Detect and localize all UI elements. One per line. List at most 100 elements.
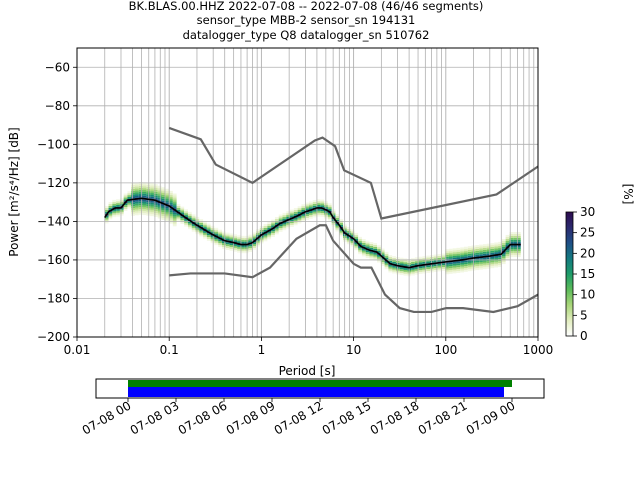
heatmap-cell <box>274 222 279 225</box>
heatmap-cell <box>312 200 317 202</box>
heatmap-cell <box>131 184 136 187</box>
heatmap-cell <box>165 219 170 222</box>
heatmap-cell <box>153 188 158 190</box>
heatmap-cell <box>206 239 211 241</box>
heatmap-cell <box>437 254 442 256</box>
heatmap-cell <box>119 202 124 205</box>
heatmap-cell <box>392 269 396 272</box>
heatmap-cell <box>301 219 306 222</box>
heatmap-cell <box>316 199 321 202</box>
heatmap-cell <box>464 254 468 257</box>
heatmap-cell <box>293 219 298 222</box>
heatmap-cell <box>123 197 128 200</box>
heatmap-cell <box>252 238 257 241</box>
heatmap-cell <box>297 219 302 222</box>
heatmap-cell <box>365 244 370 247</box>
heatmap-cell <box>290 223 294 226</box>
heatmap-cell <box>229 245 234 247</box>
heatmap-cell <box>157 208 162 211</box>
heatmap-cell <box>365 254 370 257</box>
heatmap-cell <box>112 215 117 218</box>
heatmap-cell <box>191 227 196 230</box>
heatmap-cell <box>339 224 344 227</box>
heatmap-cell <box>418 268 423 271</box>
heatmap-cell <box>388 257 393 259</box>
heatmap-cell <box>119 211 124 214</box>
heatmap-cell <box>161 193 166 195</box>
heatmap-cell <box>384 265 389 268</box>
colorbar-tick-label: 0 <box>580 329 588 343</box>
heatmap-cell <box>169 213 173 216</box>
heatmap-cell <box>206 229 211 232</box>
heatmap-cell <box>150 189 154 192</box>
heatmap-cell <box>380 250 385 253</box>
heatmap-cell <box>184 209 188 212</box>
colorbar-tick-label: 25 <box>580 226 595 240</box>
heatmap-cell <box>172 201 177 204</box>
heatmap-cell <box>479 258 483 261</box>
heatmap-cell <box>157 204 162 207</box>
x-tick-label: 100 <box>434 343 457 357</box>
heatmap-cell <box>297 206 302 209</box>
heatmap-cell <box>456 251 461 254</box>
heatmap-cell <box>486 243 491 246</box>
heatmap-cell <box>358 236 362 239</box>
heatmap-cell <box>486 266 491 269</box>
heatmap-cell <box>399 263 404 266</box>
heatmap-cell <box>456 267 461 270</box>
heatmap-cell <box>452 254 457 257</box>
heatmap-cell <box>456 265 461 268</box>
heatmap-cell <box>475 246 480 249</box>
heatmap-cell <box>392 265 396 268</box>
heatmap-cell <box>301 215 306 218</box>
heatmap-cell <box>290 213 294 216</box>
timeline-tick-label: 07-08 00 <box>80 398 134 437</box>
heatmap-cell <box>467 263 472 266</box>
heatmap-cell <box>237 237 241 240</box>
heatmap-cell <box>490 246 495 249</box>
heatmap-cell <box>509 237 514 240</box>
heatmap-cell <box>460 255 465 258</box>
heatmap-cell <box>237 241 241 244</box>
heatmap-cell <box>290 219 294 222</box>
heatmap-cell <box>365 250 370 253</box>
heatmap-cell <box>176 203 181 206</box>
heatmap-cell <box>505 236 510 239</box>
heatmap-cell <box>350 244 355 247</box>
heatmap-cell <box>380 264 385 266</box>
title-line-3: datalogger_type Q8 datalogger_sn 510762 <box>183 28 430 42</box>
heatmap-cell <box>445 254 449 257</box>
heatmap-cell <box>327 212 332 215</box>
colorbar-tick-label: 15 <box>580 267 595 281</box>
heatmap-cell <box>203 223 207 226</box>
heatmap-cell <box>361 244 366 247</box>
heatmap-cell <box>377 260 381 263</box>
heatmap-cell <box>369 255 374 258</box>
y-tick-label: −160 <box>37 253 70 267</box>
heatmap-cell <box>104 219 109 222</box>
heatmap-cell <box>479 244 483 247</box>
heatmap-cell <box>464 252 468 255</box>
heatmap-cell <box>146 182 151 185</box>
heatmap-cell <box>346 232 351 235</box>
heatmap-cell <box>505 238 510 241</box>
heatmap-cell <box>445 270 449 273</box>
heatmap-cell <box>448 254 453 257</box>
heatmap-cell <box>422 265 427 268</box>
heatmap-cell <box>286 213 291 216</box>
heatmap-cell <box>153 205 158 208</box>
heatmap-cell <box>138 210 143 213</box>
heatmap-cell <box>165 206 170 209</box>
timeline-tick-label: 07-08 06 <box>176 398 230 437</box>
heatmap-cell <box>494 257 499 260</box>
heatmap-cell <box>169 217 173 220</box>
heatmap-cell <box>460 264 465 267</box>
heatmap-cell <box>142 211 147 214</box>
heatmap-cell <box>187 227 192 230</box>
heatmap-cell <box>138 187 143 190</box>
heatmap-cell <box>498 241 502 244</box>
heatmap-cell <box>327 218 332 221</box>
heatmap-cell <box>274 228 279 231</box>
heatmap-cell <box>369 257 374 260</box>
heatmap-cell <box>433 268 438 270</box>
